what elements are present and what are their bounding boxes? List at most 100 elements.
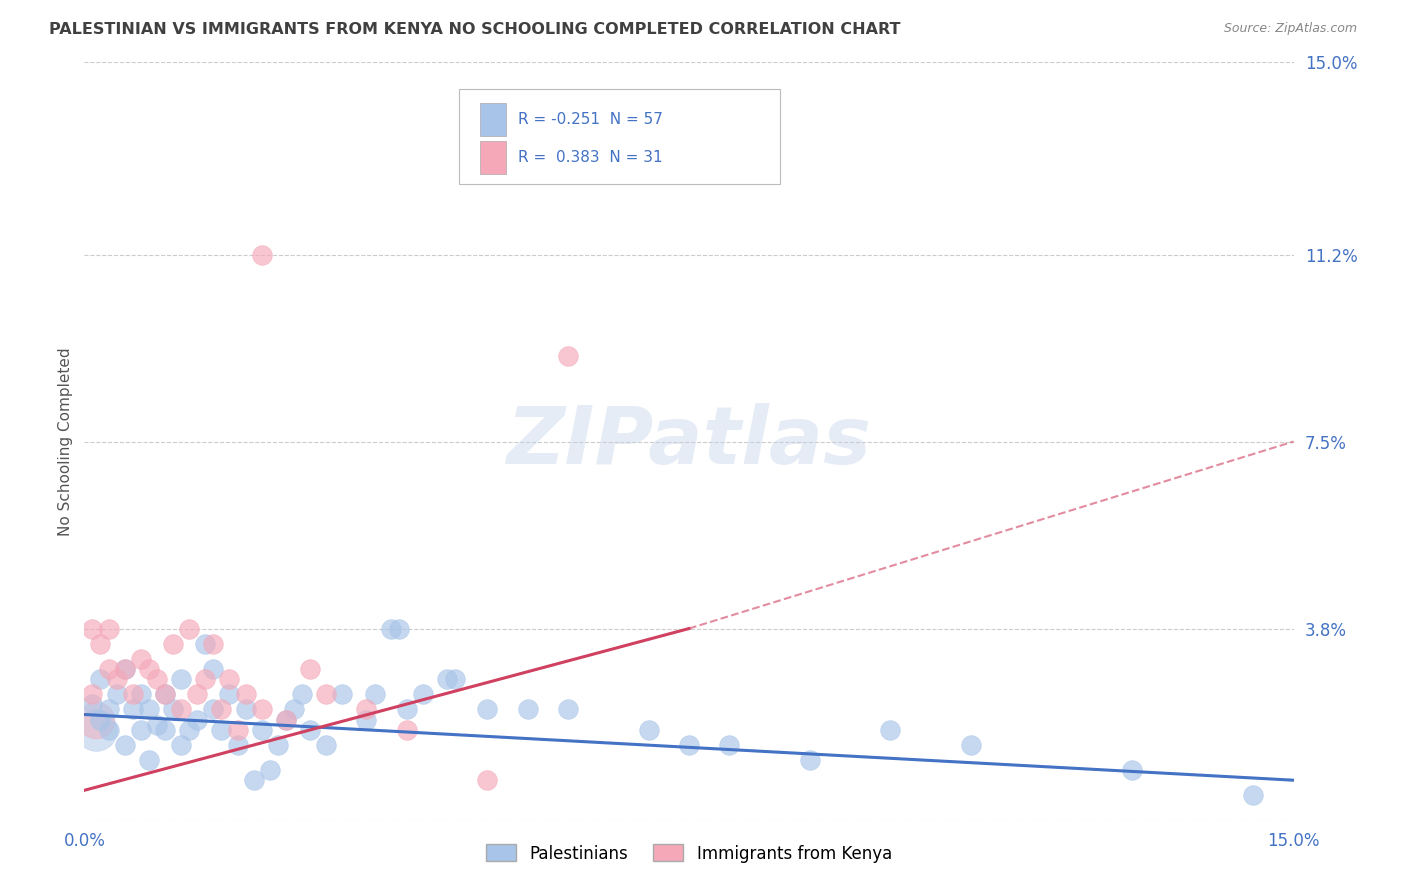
Point (162, 702, 184, 716)
Point (412, 687, 434, 701)
Point (235, 687, 257, 701)
Point (97, 702, 120, 716)
Point (436, 672, 458, 686)
Text: PALESTINIAN VS IMMIGRANTS FROM KENYA NO SCHOOLING COMPLETED CORRELATION CHART: PALESTINIAN VS IMMIGRANTS FROM KENYA NO … (49, 22, 901, 37)
Point (170, 738, 193, 752)
Point (444, 672, 467, 686)
Point (209, 702, 232, 716)
Point (879, 723, 901, 737)
Point (138, 753, 160, 767)
Point (235, 702, 257, 716)
Point (209, 723, 232, 737)
Point (1241, 789, 1264, 803)
Point (97, 662, 120, 676)
Point (250, 702, 273, 716)
Point (186, 687, 208, 701)
Point (114, 662, 136, 676)
Point (82, 687, 104, 701)
Point (114, 662, 136, 676)
Point (218, 687, 240, 701)
Y-axis label: No Schooling Completed: No Schooling Completed (58, 347, 73, 536)
Point (170, 702, 193, 716)
Point (250, 247, 273, 261)
Point (89, 713, 111, 727)
Point (477, 702, 499, 716)
Point (194, 672, 217, 686)
Point (218, 672, 240, 686)
Point (153, 687, 176, 701)
Point (86, 723, 108, 737)
Point (202, 702, 225, 716)
Point (129, 687, 152, 701)
Point (363, 687, 385, 701)
Text: ZIPatlas: ZIPatlas (506, 402, 872, 481)
Point (274, 713, 297, 727)
Point (202, 662, 225, 676)
Point (388, 622, 411, 636)
Point (477, 773, 499, 788)
Point (89, 637, 111, 651)
Point (380, 622, 402, 636)
Text: Source: ZipAtlas.com: Source: ZipAtlas.com (1223, 22, 1357, 36)
FancyBboxPatch shape (479, 103, 506, 136)
Point (226, 723, 249, 737)
Point (129, 652, 152, 666)
Point (86, 713, 108, 727)
Point (299, 662, 322, 676)
Point (82, 698, 104, 712)
Point (395, 723, 418, 737)
Point (226, 738, 249, 752)
Point (291, 687, 314, 701)
Point (516, 702, 538, 716)
Point (274, 713, 297, 727)
Text: R = -0.251  N = 57: R = -0.251 N = 57 (519, 112, 664, 127)
Point (97, 622, 120, 636)
Point (105, 672, 128, 686)
Text: R =  0.383  N = 31: R = 0.383 N = 31 (519, 150, 664, 165)
Point (330, 687, 353, 701)
Point (129, 723, 152, 737)
FancyBboxPatch shape (460, 89, 780, 184)
Point (315, 738, 337, 752)
Point (89, 672, 111, 686)
Point (557, 702, 579, 716)
Point (315, 687, 337, 701)
Point (637, 723, 659, 737)
Point (121, 687, 143, 701)
Point (259, 763, 281, 777)
Point (153, 723, 176, 737)
Point (194, 637, 217, 651)
Point (299, 723, 322, 737)
Point (186, 713, 208, 727)
Point (153, 687, 176, 701)
Point (356, 713, 378, 727)
Point (97, 723, 120, 737)
Point (202, 637, 225, 651)
Point (395, 702, 418, 716)
Point (114, 738, 136, 752)
Point (356, 702, 378, 716)
Point (960, 738, 983, 752)
Point (146, 672, 169, 686)
FancyBboxPatch shape (479, 141, 506, 174)
Point (283, 702, 305, 716)
Point (138, 702, 160, 716)
Point (105, 687, 128, 701)
Legend: Palestinians, Immigrants from Kenya: Palestinians, Immigrants from Kenya (479, 838, 898, 869)
Point (121, 702, 143, 716)
Point (138, 662, 160, 676)
Point (242, 773, 264, 788)
Point (179, 723, 201, 737)
Point (170, 672, 193, 686)
Point (146, 717, 169, 731)
Point (82, 622, 104, 636)
Point (678, 738, 700, 752)
Point (250, 723, 273, 737)
Point (799, 753, 821, 767)
Point (1121, 763, 1143, 777)
Point (179, 622, 201, 636)
Point (267, 738, 290, 752)
Point (718, 738, 741, 752)
Point (162, 637, 184, 651)
Point (557, 349, 579, 363)
